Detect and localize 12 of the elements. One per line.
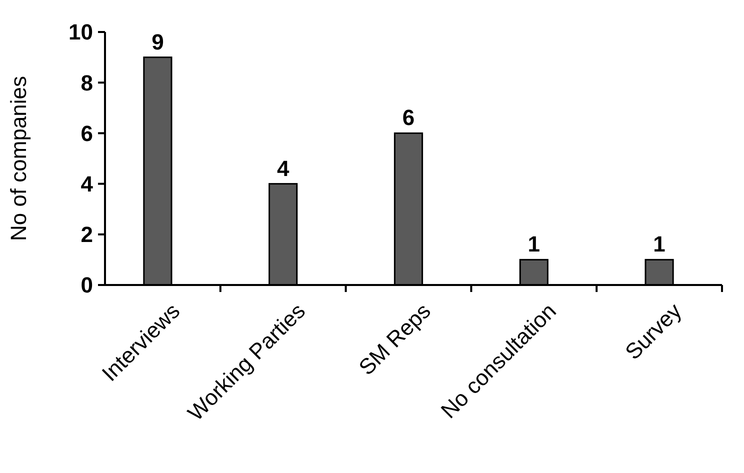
y-tick-label: 2 [80, 222, 93, 248]
data-label: 6 [402, 105, 415, 130]
y-tick-label: 4 [80, 172, 94, 196]
y-tick-label: 10 [68, 20, 93, 45]
y-axis-title: No of companies [6, 76, 31, 242]
data-label: 1 [528, 232, 540, 257]
y-tick-label: 0 [80, 272, 93, 298]
data-label: 1 [653, 232, 666, 257]
data-label: 4 [276, 156, 290, 181]
y-tick-label: 8 [80, 70, 93, 96]
data-label: 9 [152, 29, 164, 54]
y-tick-label: 6 [80, 120, 93, 146]
